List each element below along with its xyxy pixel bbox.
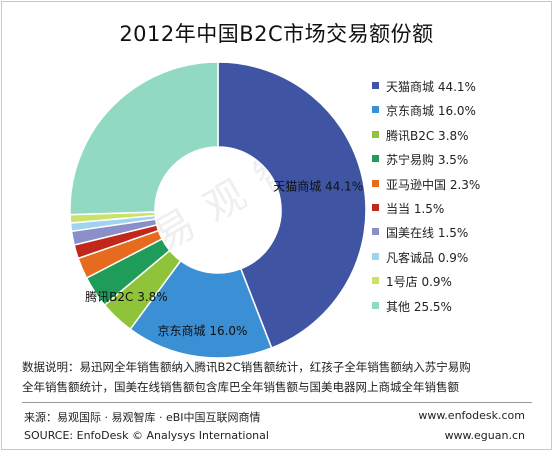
data-label-jd: 京东商城 16.0% <box>158 323 248 338</box>
legend-swatch <box>372 106 379 114</box>
legend-item-0: 天猫商城 44.1% <box>372 78 542 102</box>
legend-item-8: 1号店 0.9% <box>372 273 542 297</box>
legend-swatch <box>372 252 379 260</box>
legend-label: 凡客诚品 0.9% <box>386 250 469 265</box>
legend-item-3: 苏宁易购 3.5% <box>372 151 542 175</box>
legend-label: 京东商城 16.0% <box>386 104 476 119</box>
legend-item-9: 其他 25.5% <box>372 298 542 322</box>
legend-item-4: 亚马逊中国 2.3% <box>372 176 542 200</box>
legend-item-5: 当当 1.5% <box>372 200 542 224</box>
legend-label: 当当 1.5% <box>386 201 445 216</box>
legend-swatch <box>372 130 379 138</box>
legend-swatch <box>372 301 379 309</box>
legend: 天猫商城 44.1% 京东商城 16.0% 腾讯B2C 3.8% 苏宁易购 3.5% 亚… <box>372 78 542 322</box>
legend-label: 天猫商城 44.1% <box>386 80 476 94</box>
pie-slice-1 <box>129 259 273 359</box>
legend-swatch <box>372 155 379 163</box>
legend-label: 腾讯B2C 3.8% <box>386 128 469 143</box>
legend-label: 1号店 0.9% <box>386 275 452 290</box>
legend-label: 苏宁易购 3.5% <box>386 153 469 168</box>
legend-item-6: 国美在线 1.5% <box>372 224 542 248</box>
legend-item-1: 京东商城 16.0% <box>372 102 542 126</box>
site-enfodesk: www.enfodesk.com <box>418 409 525 422</box>
data-note-line-1: 数据说明：易迅网全年销售额纳入腾讯B2C销售额统计，红孩子全年销售额纳入苏宁易购 <box>22 360 471 374</box>
site-eguan: www.eguan.cn <box>444 429 525 442</box>
data-note-line-2: 全年销售额统计，国美在线销售额包含库巴全年销售额与国美电器网上商城全年销售额 <box>22 380 459 394</box>
legend-label: 亚马逊中国 2.3% <box>386 177 481 192</box>
legend-swatch <box>372 179 379 187</box>
data-label-tencent: 腾讯B2C 3.8% <box>85 289 168 304</box>
source-cn: 来源：易观国际 · 易观智库 · eBI中国互联网商情 <box>24 411 261 424</box>
legend-swatch <box>372 203 379 211</box>
legend-swatch <box>372 228 379 236</box>
legend-item-2: 腾讯B2C 3.8% <box>372 127 542 151</box>
legend-swatch <box>372 82 379 89</box>
pie-slice-0 <box>217 61 367 349</box>
source-en: SOURCE: EnfoDesk © Analysys Internationa… <box>24 429 269 442</box>
data-note: 数据说明：易迅网全年销售额纳入腾讯B2C销售额统计，红孩子全年销售额纳入苏宁易购… <box>22 357 532 397</box>
footer-divider <box>22 402 532 403</box>
chart-title: 2012年中国B2C市场交易额份额 <box>119 22 434 46</box>
legend-label: 国美在线 1.5% <box>386 226 469 241</box>
legend-swatch <box>372 277 379 285</box>
pie-slice-9 <box>69 61 219 216</box>
legend-label: 其他 25.5% <box>386 299 452 314</box>
legend-item-7: 凡客诚品 0.9% <box>372 249 542 273</box>
data-label-tmall: 天猫商城 44.1% <box>273 178 363 193</box>
